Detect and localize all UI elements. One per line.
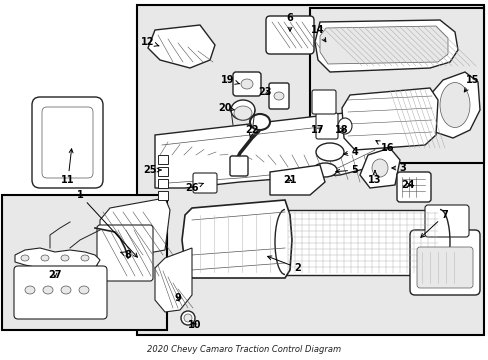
Bar	[158, 191, 168, 200]
FancyBboxPatch shape	[265, 16, 313, 54]
Bar	[2, 195, 167, 330]
Bar	[285, 210, 439, 275]
Text: 6: 6	[286, 13, 293, 31]
Polygon shape	[182, 200, 291, 278]
Polygon shape	[155, 248, 192, 312]
FancyBboxPatch shape	[14, 266, 107, 319]
Text: 8: 8	[120, 250, 131, 260]
Text: 9: 9	[174, 293, 181, 303]
Text: 20: 20	[218, 103, 234, 113]
Polygon shape	[359, 148, 399, 188]
Polygon shape	[314, 20, 457, 72]
Ellipse shape	[439, 82, 469, 127]
Text: 26: 26	[185, 183, 203, 193]
Ellipse shape	[43, 286, 53, 294]
Ellipse shape	[41, 255, 49, 261]
FancyBboxPatch shape	[193, 173, 217, 193]
Ellipse shape	[230, 100, 254, 120]
Ellipse shape	[312, 163, 336, 177]
FancyBboxPatch shape	[311, 90, 335, 114]
Ellipse shape	[241, 79, 252, 89]
Ellipse shape	[371, 159, 387, 177]
Ellipse shape	[21, 255, 29, 261]
Bar	[309, 8, 483, 163]
Text: 24: 24	[401, 180, 414, 190]
Text: 21: 21	[283, 175, 296, 185]
FancyBboxPatch shape	[268, 83, 288, 109]
FancyBboxPatch shape	[424, 205, 468, 237]
FancyBboxPatch shape	[232, 72, 261, 96]
Text: 4: 4	[343, 147, 358, 157]
Polygon shape	[341, 88, 437, 150]
Text: 3: 3	[391, 163, 406, 173]
Ellipse shape	[234, 106, 251, 120]
Ellipse shape	[61, 286, 71, 294]
Text: 14: 14	[311, 25, 325, 42]
Ellipse shape	[181, 311, 195, 325]
Text: 19: 19	[221, 75, 239, 85]
FancyBboxPatch shape	[416, 247, 472, 288]
Ellipse shape	[81, 255, 89, 261]
Ellipse shape	[249, 114, 269, 130]
Text: 12: 12	[141, 37, 159, 47]
Polygon shape	[100, 198, 170, 260]
Bar	[158, 179, 168, 188]
Polygon shape	[269, 165, 325, 195]
Text: 16: 16	[375, 140, 394, 153]
FancyBboxPatch shape	[32, 97, 103, 188]
Polygon shape	[148, 25, 215, 68]
Polygon shape	[319, 26, 447, 64]
Text: 10: 10	[188, 320, 202, 330]
Ellipse shape	[273, 92, 284, 100]
Ellipse shape	[61, 255, 69, 261]
Polygon shape	[15, 248, 100, 270]
Text: 2: 2	[267, 256, 301, 273]
Text: 13: 13	[367, 171, 381, 185]
Text: 7: 7	[420, 210, 447, 237]
Text: 18: 18	[334, 125, 348, 135]
FancyBboxPatch shape	[229, 156, 247, 176]
Bar	[158, 155, 168, 164]
FancyBboxPatch shape	[97, 225, 153, 281]
Text: 11: 11	[61, 149, 75, 185]
FancyBboxPatch shape	[315, 113, 337, 139]
Ellipse shape	[79, 286, 89, 294]
Text: 15: 15	[463, 75, 479, 92]
Text: 17: 17	[311, 125, 324, 135]
Polygon shape	[427, 72, 479, 138]
Bar	[158, 167, 168, 176]
Text: 1: 1	[77, 190, 137, 257]
Text: 22: 22	[245, 125, 258, 138]
Text: 25: 25	[143, 165, 161, 175]
Text: 23: 23	[258, 87, 271, 97]
FancyBboxPatch shape	[396, 172, 430, 202]
Polygon shape	[155, 110, 384, 188]
Ellipse shape	[315, 143, 343, 161]
Ellipse shape	[183, 314, 192, 322]
Text: 27: 27	[48, 270, 61, 280]
FancyBboxPatch shape	[409, 230, 479, 295]
Ellipse shape	[337, 118, 351, 134]
Text: 5: 5	[335, 165, 358, 175]
Ellipse shape	[25, 286, 35, 294]
Bar	[137, 5, 483, 335]
Text: 2020 Chevy Camaro Traction Control Diagram: 2020 Chevy Camaro Traction Control Diagr…	[146, 346, 340, 355]
